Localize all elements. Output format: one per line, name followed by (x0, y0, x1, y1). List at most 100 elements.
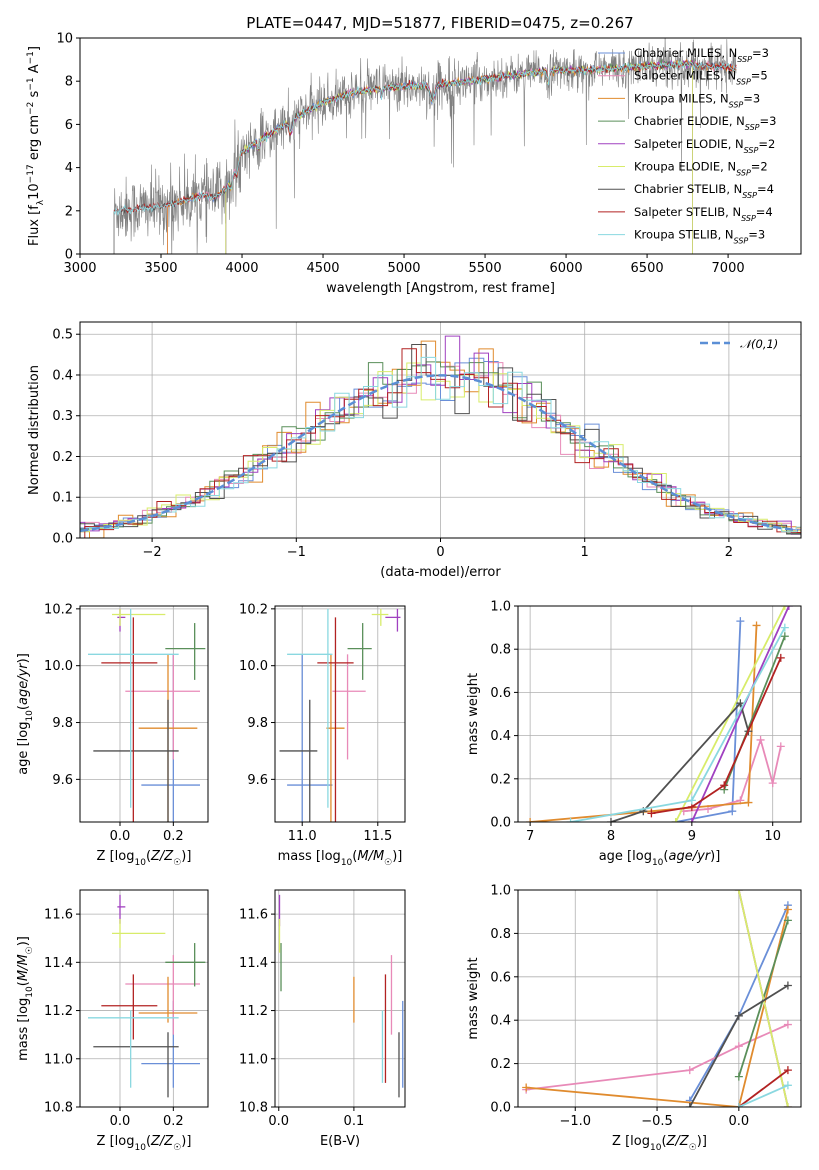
plot-area-age_vs_Z (88, 608, 206, 822)
x-tick-label: −2 (143, 545, 162, 560)
y-axis-label: mass weight (466, 957, 481, 1039)
y-tick-label: 4 (65, 161, 73, 176)
plot-area-massweight_vs_Z (522, 890, 792, 1107)
x-tick-label: 6000 (550, 261, 583, 276)
y-tick-label: 2 (65, 204, 73, 219)
axes-frame (79, 37, 802, 255)
data-point-errorbar (88, 608, 179, 808)
x-axis-label: Z [log10(Z/Z☉)] (612, 1134, 707, 1153)
data-point-errorbar (117, 894, 126, 924)
data-point-errorbar (101, 974, 158, 1040)
axes-frame (274, 889, 406, 1108)
y-tick-label: 11.0 (44, 1052, 73, 1067)
panel-mass_vs_Z: 0.0 0.2 10.8 11.0 11.2 11.4 11.6 Z [log10(Z/Z☉)… (16, 889, 209, 1153)
y-tick-label: 9.6 (247, 773, 268, 788)
x-tick-label: 7 (526, 829, 534, 844)
panel-age_vs_Z: 0.0 0.2 9.6 9.8 10.0 10.2 Z [log10(Z/Z☉)] age [… (16, 602, 209, 868)
y-tick-label: 0.2 (490, 772, 511, 787)
data-point-errorbar (279, 699, 318, 822)
plot-area-age_vs_mass (279, 608, 401, 822)
y-tick-label: 0.2 (52, 450, 73, 465)
mass-weight-line (690, 606, 790, 822)
plot-area-residuals (80, 335, 801, 538)
legend-entry: Chabrier STELIB, NSSP=4 (634, 182, 774, 200)
x-tick-label: 7000 (712, 261, 745, 276)
y-tick-label: 0.3 (52, 409, 73, 424)
plot-area-massweight_vs_age (526, 606, 793, 822)
data-point-errorbar (332, 654, 366, 760)
mass-weight-marker (734, 1103, 743, 1107)
data-point-errorbar (347, 623, 372, 680)
mass-weight-marker (671, 818, 680, 822)
x-tick-label: 6500 (631, 261, 664, 276)
y-tick-label: 0.1 (52, 491, 73, 506)
mass-weight-marker (606, 818, 615, 822)
data-point-errorbar (112, 918, 166, 948)
plot-area-spectrum (113, 38, 737, 254)
mass-weight-marker (768, 779, 777, 788)
mass-weight-marker (744, 798, 753, 807)
mass-weight-line (737, 890, 789, 1107)
data-point-errorbar (112, 608, 166, 626)
mass-weight-marker (685, 1066, 694, 1075)
mass-weight-marker (783, 1103, 792, 1107)
panel-residuals: −2 −1 0 1 2 0.0 0.1 0.2 0.3 0.4 0.5 (data-model)/er… (27, 321, 802, 580)
y-tick-label: 0.8 (490, 927, 511, 942)
x-axis-label: age [log10(age/yr)] (599, 849, 721, 868)
panel-spectrum: 3000 3500 4000 4500 5000 5500 6000 6500 7000 0 2 4 6… (26, 32, 802, 296)
mass-weight-marker (780, 623, 789, 632)
mass-weight-marker (720, 781, 729, 790)
x-tick-label: −0.5 (641, 1114, 673, 1129)
y-tick-label: 11.0 (239, 1052, 268, 1067)
y-tick-label: 10.2 (239, 602, 268, 617)
x-tick-label: 0.2 (163, 829, 184, 844)
mass-weight-marker (736, 699, 745, 708)
mass-weight-marker (780, 606, 789, 610)
mass-weight-marker (526, 818, 535, 822)
y-tick-label: 0 (65, 248, 73, 263)
data-point-errorbar (101, 617, 158, 822)
x-tick-label: 2 (725, 545, 733, 560)
legend-entry: Kroupa MILES, NSSP=3 (634, 91, 760, 109)
panel-massweight_vs_Z: −1.0 −0.5 0.0 0.0 0.2 0.4 0.6 0.8 1.0 Z [log10(Z/… (466, 884, 802, 1153)
y-tick-label: 0.0 (490, 1101, 511, 1116)
x-tick-label: 3000 (63, 261, 96, 276)
mass-weight-marker (784, 606, 793, 610)
data-point-errorbar (141, 654, 200, 822)
legend-entry: Kroupa STELIB, NSSP=3 (634, 228, 765, 246)
data-point-errorbar (317, 617, 354, 822)
mass-weight-marker (522, 1083, 531, 1092)
data-point-errorbar (141, 1000, 200, 1088)
y-tick-label: 8 (65, 75, 73, 90)
axes-frame (79, 889, 209, 1108)
y-tick-label: 0.6 (490, 686, 511, 701)
mass-weight-marker (776, 742, 785, 751)
x-tick-label: 4500 (306, 261, 339, 276)
observed-spectrum-line (113, 38, 737, 254)
y-tick-label: 9.8 (247, 716, 268, 731)
mass-weight-marker (685, 1103, 694, 1107)
x-axis-label: Z [log10(Z/Z☉)] (97, 1134, 192, 1153)
legend-entry: Salpeter ELODIE, NSSP=2 (634, 137, 775, 155)
y-axis-label: Flux [fλ10−17 erg cm−2 s−1 A−1] (26, 46, 46, 246)
data-point-errorbar (93, 699, 179, 822)
data-point-errorbar (385, 608, 401, 632)
x-axis-label: E(B-V) (320, 1134, 360, 1149)
y-tick-label: 10.0 (44, 659, 73, 674)
x-tick-label: 0.0 (268, 1114, 289, 1129)
y-tick-label: 1.0 (490, 884, 511, 899)
data-point-errorbar (125, 654, 200, 760)
mass-weight-marker (734, 1011, 743, 1020)
y-tick-label: 11.2 (239, 1004, 268, 1019)
residual-histogram-line (80, 348, 801, 538)
mass-weight-marker (734, 890, 743, 894)
y-tick-label: 11.4 (44, 956, 73, 971)
x-tick-label: 0 (436, 545, 444, 560)
y-tick-label: 10.8 (44, 1101, 73, 1116)
legend-entry: Kroupa ELODIE, NSSP=2 (634, 160, 768, 178)
data-point-errorbar (88, 1010, 179, 1088)
x-axis-label: Z [log10(Z/Z☉)] (97, 849, 192, 868)
mass-weight-marker (783, 1066, 792, 1075)
legend-entry: Salpeter MILES, NSSP=5 (634, 69, 768, 87)
